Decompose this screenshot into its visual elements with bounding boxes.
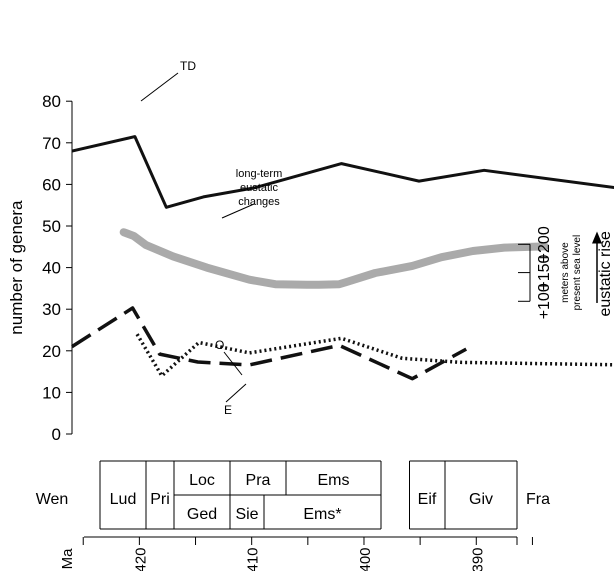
sec-tick-label: +100 — [536, 283, 553, 319]
sec-axis-title-2: present sea level — [572, 235, 583, 311]
y-axis-title: number of genera — [7, 200, 26, 335]
series-line-3 — [119, 228, 549, 289]
stratigraphic-table: Wen Lud Pri Loc Ged Pra Sie Ems Ems* Eif Giv Fra — [36, 460, 550, 530]
x-tick-label: 420 — [132, 547, 149, 571]
x-tick-label: 390 — [469, 547, 486, 571]
stage-label-pra: Pra — [246, 472, 271, 489]
stage-label-eif: Eif — [418, 491, 437, 508]
stage-label-ged: Ged — [187, 506, 217, 523]
stage-label-fra: Fra — [526, 491, 550, 508]
sec-axis-title-1: meters above — [560, 242, 571, 303]
series-layer — [71, 135, 614, 381]
stage-label-loc: Loc — [189, 472, 215, 489]
x-tick-label: 410 — [245, 547, 262, 571]
x-axis: Ma 420 410 400 390 — [59, 536, 533, 571]
stage-label-emsstar: Ems* — [303, 506, 341, 523]
y-tick-label: 80 — [42, 92, 61, 111]
y-tick-label: 10 — [42, 383, 61, 402]
series-labels: TD long-term eustatic changes O E — [140, 59, 282, 417]
eustatic-arrow-head — [592, 231, 602, 244]
label-e: E — [224, 403, 232, 417]
y-tick-label: 30 — [42, 300, 61, 319]
sec-tick-label: +150 — [536, 254, 553, 290]
stage-label-giv: Giv — [469, 491, 493, 508]
y-tick-label: 70 — [42, 134, 61, 153]
label-eustatic: long-term — [236, 168, 282, 180]
y-tick-label: 40 — [42, 259, 61, 278]
label-eustatic: eustatic — [240, 182, 278, 194]
label-td: TD — [180, 59, 196, 73]
series-line-0 — [71, 135, 614, 209]
label-eustatic: changes — [238, 196, 280, 208]
eustatic-rise-label: eustatic rise — [597, 231, 614, 316]
y-tick-label: 50 — [42, 217, 61, 236]
label-o: O — [215, 338, 224, 352]
sec-tick-label: +200 — [536, 226, 553, 262]
label-leader — [223, 351, 243, 376]
label-leader — [225, 383, 247, 403]
y-tick-label: 60 — [42, 175, 61, 194]
stage-label-sie: Sie — [235, 506, 258, 523]
series-line-2 — [71, 306, 468, 381]
y-tick-label: 20 — [42, 342, 61, 361]
label-leader — [221, 203, 255, 219]
stage-label-ems: Ems — [318, 472, 350, 489]
y-axis: 0 10 20 30 40 50 60 70 80 number of genera — [7, 92, 73, 444]
stage-label-pri: Pri — [150, 491, 170, 508]
x-tick-label: 400 — [357, 547, 374, 571]
y-tick-label: 0 — [52, 425, 61, 444]
stage-label-lud: Lud — [110, 491, 137, 508]
series-line-1 — [135, 333, 614, 378]
label-leader — [140, 72, 179, 102]
x-unit-label: Ma — [59, 548, 76, 569]
secondary-axis: +100+150+200 meters above present sea leve… — [518, 226, 614, 319]
stage-label-wen: Wen — [36, 491, 69, 508]
